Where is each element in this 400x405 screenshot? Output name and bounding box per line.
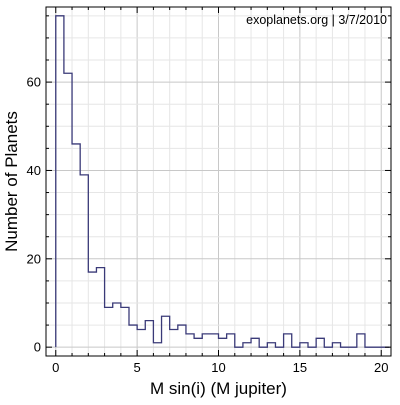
- x-tick-label: 20: [374, 360, 388, 375]
- histogram-step-line: [55, 15, 390, 348]
- y-tick-label: 0: [34, 340, 41, 355]
- x-axis-label: M sin(i) (M jupiter): [150, 379, 287, 398]
- y-tick-label: 20: [27, 251, 41, 266]
- axis-ticks: [46, 7, 391, 356]
- x-tick-label: 5: [134, 360, 141, 375]
- x-tick-label: 0: [52, 360, 59, 375]
- x-tick-label: 15: [293, 360, 307, 375]
- x-tick-label: 10: [211, 360, 225, 375]
- source-annotation: exoplanets.org | 3/7/2010: [246, 13, 387, 27]
- y-tick-label: 60: [27, 75, 41, 90]
- y-tick-label: 40: [27, 163, 41, 178]
- y-axis-label: Number of Planets: [2, 111, 21, 252]
- tick-labels: 0 5 10 15 20 0 20 40 60: [27, 75, 389, 375]
- grid-lines: [46, 7, 391, 356]
